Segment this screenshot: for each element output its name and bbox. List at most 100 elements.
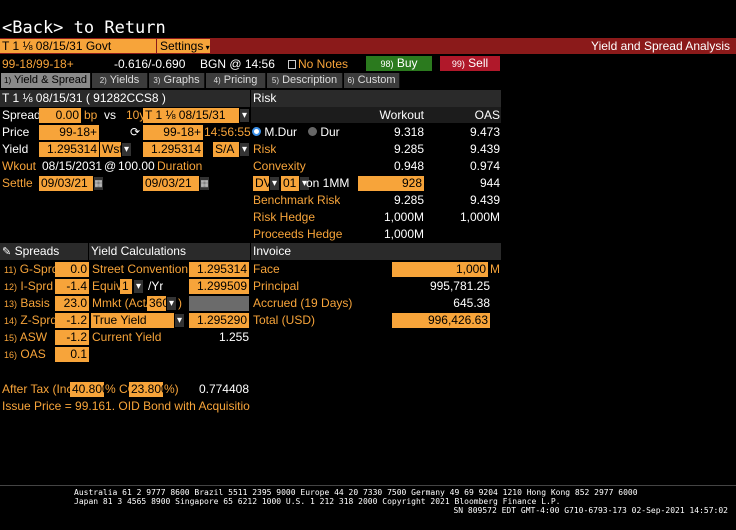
invoice-header: Invoice <box>251 243 501 260</box>
equiv-frequency-selector[interactable]: 1 <box>120 279 132 294</box>
after-tax-cg-input[interactable]: 23.800 <box>129 382 163 397</box>
mdur-radio[interactable]: M.Dur <box>252 124 297 140</box>
yield-convention-2-dropdown[interactable]: ▾ <box>240 143 249 156</box>
yield-input-2[interactable]: 1.295314 <box>143 142 203 157</box>
workout-column-header: Workout <box>379 108 424 122</box>
true-yield-value: 1.295290 <box>189 313 249 328</box>
spread-row-i[interactable]: 12) I-Sprd <box>4 279 54 293</box>
security-ticker-field[interactable]: T 1 ⅛ 08/15/31 Govt <box>0 39 156 53</box>
buy-button[interactable]: 98) Buy <box>366 56 432 71</box>
mdur-oas-value: 9.473 <box>469 125 500 139</box>
street-convention-value: 1.295314 <box>189 262 249 277</box>
spread-input[interactable]: 0.00 <box>39 108 81 123</box>
benchmark-input[interactable]: T 1 ⅛ 08/15/31 <box>143 108 239 123</box>
dv-selector-dropdown[interactable]: ▾ <box>270 177 279 190</box>
settings-button[interactable]: Settings ▾ <box>157 39 210 53</box>
i-spread-value: -1.4 <box>55 279 89 294</box>
benchmark-dropdown[interactable]: ▾ <box>240 109 249 122</box>
equiv-value: 1.299509 <box>189 279 249 294</box>
accrued-value: 645.38 <box>453 296 490 310</box>
yield-convention-2[interactable]: S/A <box>213 142 239 157</box>
total-label: Total (USD) <box>253 313 316 327</box>
tab-yields[interactable]: 2) Yields <box>92 73 148 88</box>
after-tax-inc-input[interactable]: 40.800 <box>70 382 104 397</box>
dv-number-selector[interactable]: 01 <box>281 176 299 191</box>
mmkt-basis-dropdown[interactable]: ▾ <box>167 297 176 310</box>
g-spread-value: 0.0 <box>55 262 89 277</box>
basis-value: 23.0 <box>55 296 89 311</box>
face-unit: M <box>490 262 500 276</box>
equiv-frequency-dropdown[interactable]: ▾ <box>134 280 143 293</box>
spread-row-oas[interactable]: 16) OAS <box>4 347 46 361</box>
tab-custom[interactable]: 6) Custom <box>344 73 400 88</box>
current-yield-label: Current Yield <box>92 330 162 344</box>
risk-hedge-workout: 1,000M <box>383 210 424 224</box>
pencil-icon[interactable]: ✎ <box>2 246 12 258</box>
footer-contacts-line1: Australia 61 2 9777 8600 Brazil 5511 239… <box>74 488 638 497</box>
price-time: 14:56:55 <box>204 125 251 139</box>
proceeds-hedge-workout: 1,000M <box>383 227 424 241</box>
footer-contacts-line2: Japan 81 3 4565 8900 Singapore 65 6212 1… <box>74 497 561 506</box>
tab-description[interactable]: 5) Description <box>267 73 343 88</box>
spread-row-z[interactable]: 14) Z-Sprd <box>4 313 58 327</box>
notes-link[interactable]: No Notes <box>288 56 348 72</box>
bid-ask-price: 99-18/99-18+ <box>2 57 74 71</box>
yield-convention[interactable]: Wst <box>100 142 121 157</box>
footer-session-info: SN 809572 EDT GMT-4:00 G710-6793-173 02-… <box>453 506 728 515</box>
dv-number-dropdown[interactable]: ▾ <box>300 177 309 190</box>
radio-unselected-icon <box>308 127 317 136</box>
workout-at: @ <box>104 159 117 173</box>
duration-label: Duration <box>157 159 203 173</box>
tab-graphs[interactable]: 3) Graphs <box>149 73 205 88</box>
face-input[interactable]: 1,000 <box>392 262 488 277</box>
asw-value: -1.2 <box>55 330 89 345</box>
radio-selected-icon <box>252 127 261 136</box>
mmkt-close: ) <box>178 296 182 310</box>
risk-row-label: Risk <box>253 142 277 156</box>
dv-selector[interactable]: DV <box>253 176 269 191</box>
tab-yield-spread[interactable]: 1) Yield & Spread <box>1 73 91 88</box>
workout-price: 100.00 <box>118 159 155 173</box>
after-tax-value: 0.774408 <box>198 382 249 396</box>
true-yield-selector[interactable]: True Yield <box>91 313 174 328</box>
vs-label: vs <box>104 108 116 122</box>
risk-hedge-oas: 1,000M <box>459 210 500 224</box>
back-to-return[interactable]: <Back> to Return <box>2 18 166 38</box>
risk-oas-value: 9.439 <box>469 142 500 156</box>
risk-header: Risk <box>251 90 501 107</box>
refresh-icon[interactable]: ⟳ <box>130 125 141 139</box>
issue-price-note: Issue Price = 99.161. OID Bond with Acqu… <box>2 399 250 413</box>
spread-row-basis[interactable]: 13) Basis <box>4 296 50 310</box>
footer-divider <box>0 485 736 486</box>
face-label: Face <box>253 262 280 276</box>
street-convention-label: Street Convention <box>92 262 189 276</box>
proceeds-hedge-label: Proceeds Hedge <box>253 227 343 241</box>
spreads-header: ✎ Spreads <box>0 243 88 260</box>
spread-row-asw[interactable]: 15) ASW <box>4 330 48 344</box>
sell-button[interactable]: 99) Sell <box>440 56 500 71</box>
note-icon <box>288 60 296 69</box>
price-input-2[interactable]: 99-18+ <box>143 125 203 140</box>
settle-label: Settle <box>2 176 33 190</box>
workout-label: Wkout <box>2 159 37 173</box>
calendar-icon[interactable]: ▦ <box>94 177 103 190</box>
calendar-icon-2[interactable]: ▦ <box>200 177 209 190</box>
convexity-label: Convexity <box>253 159 306 173</box>
price-input[interactable]: 99-18+ <box>39 125 99 140</box>
yield-convention-dropdown[interactable]: ▾ <box>122 143 131 156</box>
risk-hedge-label: Risk Hedge <box>253 210 316 224</box>
settle-date-input-2[interactable]: 09/03/21 <box>143 176 199 191</box>
settle-date-input[interactable]: 09/03/21 <box>39 176 93 191</box>
dv-workout-value[interactable]: 928 <box>358 176 424 191</box>
risk-workout-value: 9.285 <box>393 142 424 156</box>
true-yield-dropdown[interactable]: ▾ <box>175 314 184 327</box>
dur-radio[interactable]: Dur <box>308 124 340 140</box>
spread-row-g[interactable]: 11) G-Sprd <box>4 262 59 276</box>
tab-pricing[interactable]: 4) Pricing <box>206 73 266 88</box>
yield-label: Yield <box>2 142 29 156</box>
principal-value: 995,781.25 <box>429 279 490 293</box>
current-yield-value: 1.255 <box>218 330 249 344</box>
yield-input[interactable]: 1.295314 <box>39 142 99 157</box>
after-tax-label: After Tax (Inc <box>2 382 73 396</box>
mmkt-basis-selector[interactable]: 360 <box>147 296 166 311</box>
